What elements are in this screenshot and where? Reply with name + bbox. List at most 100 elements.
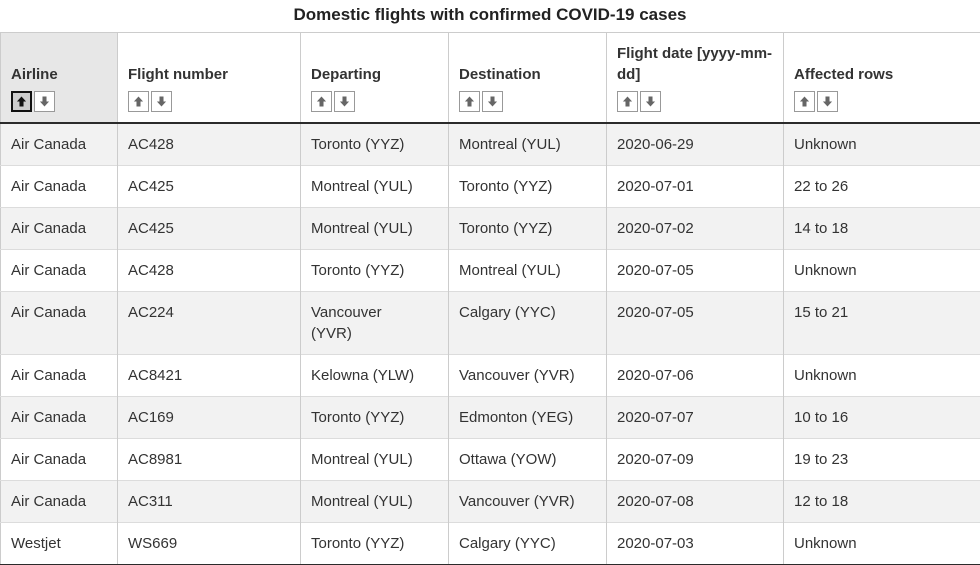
cell-destination: Toronto (YYZ) — [448, 164, 607, 207]
column-label-airline: Airline — [11, 65, 58, 83]
cell-airline: Westjet — [0, 521, 118, 565]
cell-flight-number: AC224 — [117, 290, 301, 354]
cell-airline: Air Canada — [0, 395, 118, 438]
table-row: Westjet WS669 Toronto (YYZ) Calgary (YYC… — [0, 521, 980, 565]
column-label-flight-date: Flight date [yyyy-mm-dd] — [617, 44, 773, 83]
cell-flight-number: AC425 — [117, 164, 301, 207]
cell-airline: Air Canada — [0, 437, 118, 480]
sort-descending-button[interactable] — [817, 90, 838, 112]
column-label-affected-rows: Affected rows — [794, 65, 894, 83]
cell-airline: Air Canada — [0, 164, 118, 207]
column-label-flight-number: Flight number — [128, 65, 228, 83]
sort-controls-destination — [459, 90, 596, 112]
sort-ascending-button[interactable] — [617, 90, 638, 112]
column-header-airline: Airline — [0, 32, 118, 124]
cell-departing: Toronto (YYZ) — [300, 248, 449, 291]
cell-flight-number: AC8421 — [117, 353, 301, 396]
down-arrow-icon — [822, 95, 833, 107]
cell-affected-rows: 10 to 16 — [783, 395, 980, 438]
down-arrow-icon — [39, 95, 50, 107]
cell-affected-rows: 15 to 21 — [783, 290, 980, 354]
cell-flight-date: 2020-07-05 — [606, 248, 784, 291]
cell-departing: Toronto (YYZ) — [300, 122, 449, 165]
cell-airline: Air Canada — [0, 206, 118, 249]
cell-flight-date: 2020-07-08 — [606, 479, 784, 522]
cell-destination: Calgary (YYC) — [448, 521, 607, 565]
cell-destination: Vancouver (YVR) — [448, 353, 607, 396]
sort-controls-flight-date — [617, 90, 773, 112]
cell-airline: Air Canada — [0, 248, 118, 291]
cell-departing: Montreal (YUL) — [300, 479, 449, 522]
cell-departing: Kelowna (YLW) — [300, 353, 449, 396]
table-row: Air Canada AC224 Vancouver (YVR) Calgary… — [0, 290, 980, 354]
cell-destination: Montreal (YUL) — [448, 122, 607, 165]
cell-flight-date: 2020-07-09 — [606, 437, 784, 480]
cell-departing: Vancouver (YVR) — [300, 290, 449, 354]
sort-descending-button[interactable] — [482, 90, 503, 112]
sort-controls-flight-number — [128, 90, 290, 112]
table-body: Air Canada AC428 Toronto (YYZ) Montreal … — [0, 122, 980, 565]
table-row: Air Canada AC8981 Montreal (YUL) Ottawa … — [0, 437, 980, 480]
cell-affected-rows: 22 to 26 — [783, 164, 980, 207]
column-label-departing: Departing — [311, 65, 382, 83]
cell-flight-number: AC428 — [117, 122, 301, 165]
cell-airline: Air Canada — [0, 353, 118, 396]
cell-airline: Air Canada — [0, 290, 118, 354]
cell-affected-rows: Unknown — [783, 248, 980, 291]
cell-affected-rows: 12 to 18 — [783, 479, 980, 522]
cell-flight-number: AC425 — [117, 206, 301, 249]
up-arrow-icon — [464, 95, 475, 107]
cell-departing: Toronto (YYZ) — [300, 521, 449, 565]
cell-flight-date: 2020-07-03 — [606, 521, 784, 565]
cell-airline: Air Canada — [0, 122, 118, 165]
table-row: Air Canada AC169 Toronto (YYZ) Edmonton … — [0, 395, 980, 438]
sort-ascending-button[interactable] — [11, 90, 32, 112]
cell-flight-number: AC311 — [117, 479, 301, 522]
cell-flight-date: 2020-07-02 — [606, 206, 784, 249]
table-row: Air Canada AC311 Montreal (YUL) Vancouve… — [0, 479, 980, 522]
column-header-flight-number: Flight number — [117, 32, 301, 124]
sort-descending-button[interactable] — [34, 90, 55, 112]
up-arrow-icon — [16, 95, 27, 107]
cell-flight-number: AC8981 — [117, 437, 301, 480]
sort-ascending-button[interactable] — [311, 90, 332, 112]
sort-controls-departing — [311, 90, 438, 112]
cell-flight-date: 2020-07-07 — [606, 395, 784, 438]
sort-descending-button[interactable] — [334, 90, 355, 112]
up-arrow-icon — [622, 95, 633, 107]
cell-affected-rows: 19 to 23 — [783, 437, 980, 480]
column-header-departing: Departing — [300, 32, 449, 124]
up-arrow-icon — [316, 95, 327, 107]
table-row: Air Canada AC425 Montreal (YUL) Toronto … — [0, 164, 980, 207]
sort-ascending-button[interactable] — [128, 90, 149, 112]
sort-ascending-button[interactable] — [459, 90, 480, 112]
up-arrow-icon — [799, 95, 810, 107]
cell-destination: Edmonton (YEG) — [448, 395, 607, 438]
cell-departing: Toronto (YYZ) — [300, 395, 449, 438]
cell-destination: Vancouver (YVR) — [448, 479, 607, 522]
cell-destination: Toronto (YYZ) — [448, 206, 607, 249]
cell-departing: Montreal (YUL) — [300, 164, 449, 207]
cell-departing: Montreal (YUL) — [300, 206, 449, 249]
down-arrow-icon — [645, 95, 656, 107]
table-row: Air Canada AC428 Toronto (YYZ) Montreal … — [0, 122, 980, 165]
sort-controls-affected-rows — [794, 90, 970, 112]
up-arrow-icon — [133, 95, 144, 107]
sort-ascending-button[interactable] — [794, 90, 815, 112]
down-arrow-icon — [487, 95, 498, 107]
column-label-destination: Destination — [459, 65, 541, 83]
column-header-affected-rows: Affected rows — [783, 32, 980, 124]
sort-descending-button[interactable] — [151, 90, 172, 112]
column-header-destination: Destination — [448, 32, 607, 124]
cell-destination: Montreal (YUL) — [448, 248, 607, 291]
column-header-flight-date: Flight date [yyyy-mm-dd] — [606, 32, 784, 124]
table-row: Air Canada AC425 Montreal (YUL) Toronto … — [0, 206, 980, 249]
cell-destination: Calgary (YYC) — [448, 290, 607, 354]
cell-flight-number: AC428 — [117, 248, 301, 291]
cell-flight-number: AC169 — [117, 395, 301, 438]
table-header: Airline Flight number Departing — [0, 32, 980, 124]
table-row: Air Canada AC428 Toronto (YYZ) Montreal … — [0, 248, 980, 291]
cell-flight-date: 2020-07-05 — [606, 290, 784, 354]
sort-descending-button[interactable] — [640, 90, 661, 112]
cell-destination: Ottawa (YOW) — [448, 437, 607, 480]
